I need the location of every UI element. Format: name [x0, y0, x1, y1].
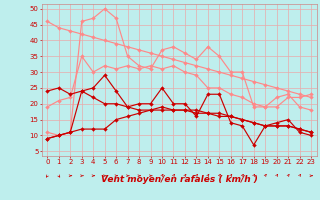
X-axis label: Vent moyen/en rafales ( km/h ): Vent moyen/en rafales ( km/h )	[101, 175, 258, 184]
